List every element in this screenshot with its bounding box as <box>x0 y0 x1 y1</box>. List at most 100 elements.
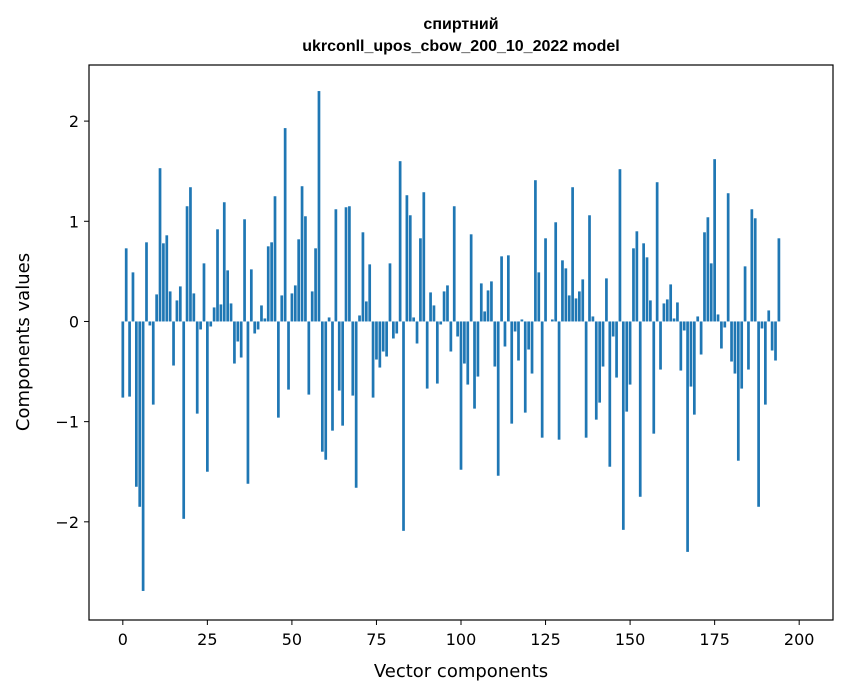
bar <box>709 263 713 322</box>
bar <box>601 321 605 367</box>
bar <box>192 293 196 322</box>
bar <box>459 321 463 470</box>
bar <box>753 218 757 322</box>
bar <box>452 206 456 322</box>
bar <box>747 321 750 370</box>
bar <box>506 255 510 322</box>
bar <box>571 187 574 322</box>
bar <box>655 182 659 322</box>
bar <box>381 321 385 352</box>
bar <box>253 321 257 334</box>
bar <box>348 206 351 322</box>
bar <box>544 238 547 322</box>
bar <box>145 242 148 322</box>
bar <box>665 299 669 322</box>
bar <box>185 206 189 322</box>
bar <box>608 321 612 467</box>
bar <box>581 279 585 322</box>
bar <box>439 321 443 325</box>
bar <box>770 321 774 351</box>
bar <box>669 284 673 322</box>
bar <box>517 321 520 361</box>
bar <box>165 235 169 322</box>
bar <box>567 295 571 322</box>
bar <box>358 315 361 322</box>
bar <box>540 321 544 438</box>
bar <box>263 318 267 322</box>
bar <box>686 321 689 552</box>
bar <box>148 321 152 326</box>
bar <box>777 238 781 322</box>
bar <box>429 292 432 322</box>
bar <box>469 234 473 322</box>
bar <box>605 278 608 322</box>
bar <box>405 195 409 322</box>
bar <box>523 321 527 413</box>
bar <box>246 321 250 484</box>
y-tick-label: 0 <box>69 312 79 331</box>
bar <box>456 321 459 337</box>
bar <box>527 321 530 350</box>
bar <box>716 314 720 322</box>
bar <box>703 232 706 322</box>
bar <box>584 321 588 438</box>
bar <box>720 321 723 349</box>
bar <box>530 321 534 374</box>
bar <box>141 321 145 591</box>
bar <box>463 321 466 364</box>
bar <box>344 207 348 322</box>
bar <box>371 321 375 398</box>
bar <box>598 321 602 403</box>
bar <box>628 321 632 385</box>
bar <box>740 321 744 389</box>
bar <box>162 243 165 322</box>
bar <box>564 268 568 322</box>
bar <box>689 321 693 387</box>
bar <box>172 321 175 366</box>
bar <box>659 321 662 370</box>
bar <box>293 285 297 322</box>
bar <box>557 321 561 440</box>
bar <box>158 168 162 322</box>
bar <box>743 266 747 322</box>
bar <box>473 321 476 409</box>
bar <box>638 321 642 497</box>
bar <box>699 321 703 355</box>
bar <box>574 298 578 322</box>
bar <box>209 321 213 327</box>
bar <box>395 321 399 334</box>
bar <box>236 321 240 342</box>
bar <box>412 317 416 322</box>
y-axis-label: Components values <box>13 253 34 431</box>
bar <box>750 209 754 322</box>
bar <box>195 321 199 414</box>
bar <box>774 321 777 361</box>
bar <box>408 215 412 322</box>
bar <box>726 193 730 322</box>
bar <box>642 243 645 322</box>
y-tick-label: 2 <box>69 112 79 131</box>
bar <box>364 301 368 322</box>
bar <box>594 321 598 420</box>
bar <box>260 305 263 322</box>
bar <box>415 321 419 344</box>
bar <box>314 248 317 322</box>
bar <box>243 219 246 322</box>
bar <box>151 321 155 405</box>
bar <box>138 321 142 507</box>
bar <box>273 196 277 322</box>
bars-group <box>121 91 781 591</box>
bar <box>178 286 182 322</box>
bar <box>307 321 311 395</box>
bar <box>168 291 172 322</box>
bar <box>385 321 388 357</box>
bar <box>317 91 321 322</box>
x-tick-label: 50 <box>282 630 302 649</box>
bar <box>635 231 639 322</box>
bar <box>189 187 192 322</box>
bar <box>561 260 564 322</box>
bar <box>222 202 226 322</box>
bar <box>483 311 487 322</box>
bar <box>486 290 490 322</box>
bar <box>402 321 405 531</box>
